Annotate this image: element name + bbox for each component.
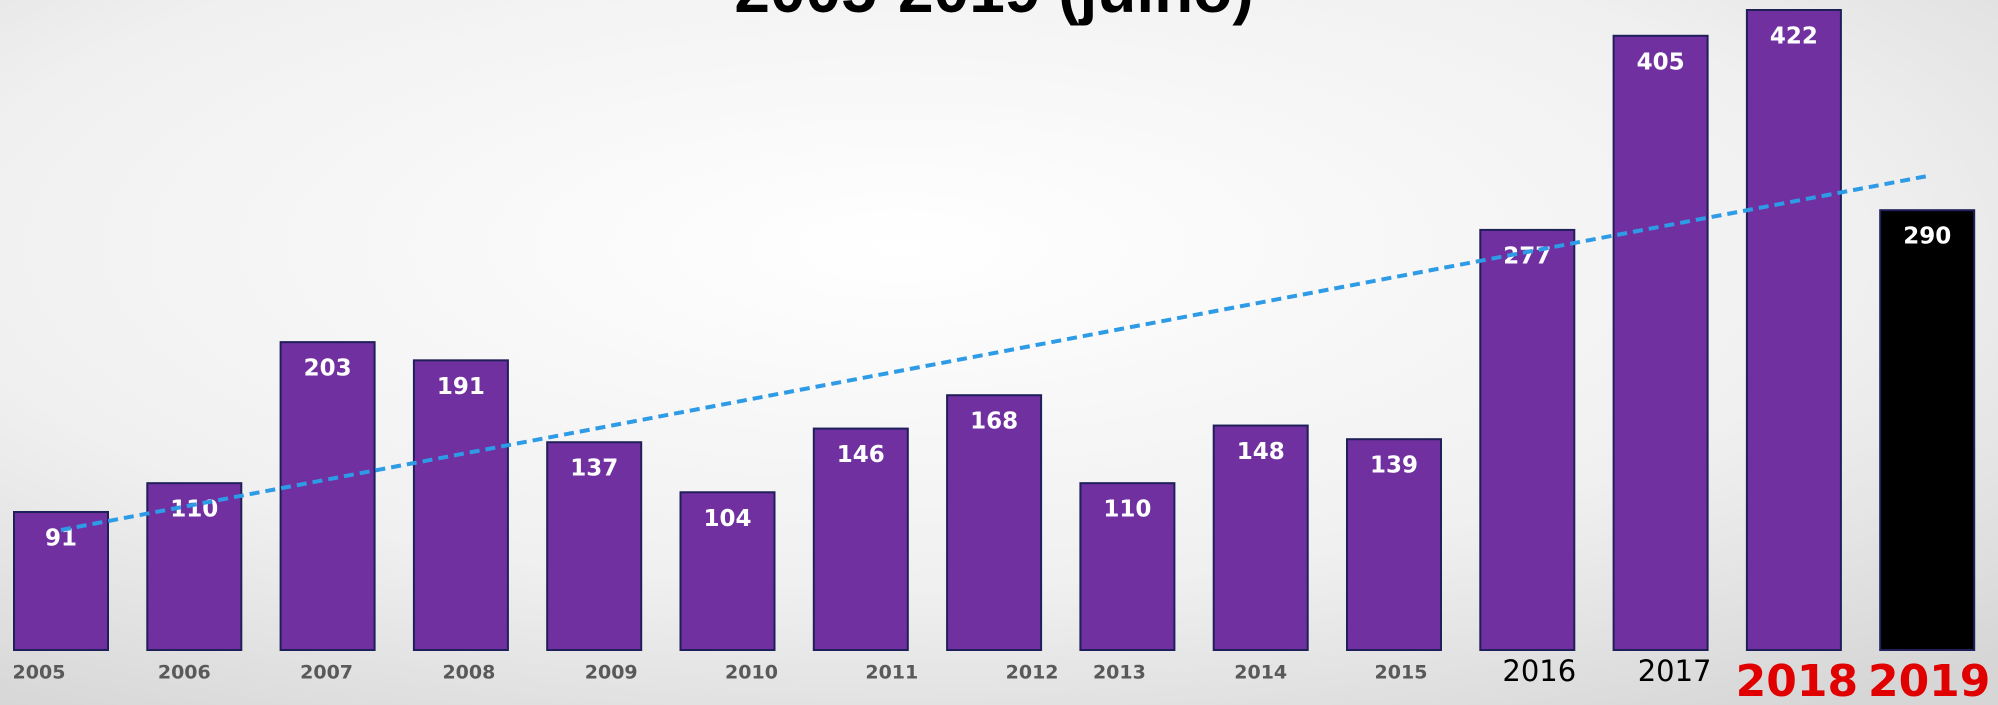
bar <box>1479 228 1576 651</box>
x-tick-label: 2014 <box>1234 662 1287 684</box>
bar <box>1346 438 1442 651</box>
chart-title: 2005-2019 (julho) <box>734 0 1253 26</box>
bar <box>1079 482 1176 651</box>
x-tick-label: 2009 <box>585 662 638 684</box>
x-tick-label: 2007 <box>300 662 353 684</box>
value-label: 168 <box>970 409 1018 435</box>
bar <box>946 394 1043 651</box>
x-tick-label: 2012 <box>1006 662 1059 684</box>
value-label: 191 <box>437 374 485 400</box>
value-label: 203 <box>304 356 352 382</box>
bar <box>1612 34 1709 652</box>
value-label: 139 <box>1370 453 1418 479</box>
x-tick-label: 2010 <box>725 662 778 684</box>
x-tick-label: 2019 <box>1868 656 1990 705</box>
value-label: 405 <box>1637 49 1685 75</box>
bar <box>412 359 509 651</box>
x-tick-label: 2016 <box>1502 654 1576 688</box>
trendline <box>60 173 1932 532</box>
bar <box>279 341 376 651</box>
value-label: 146 <box>837 442 885 468</box>
x-tick-label: 2005 <box>13 662 66 684</box>
value-label: 148 <box>1237 439 1285 465</box>
bar <box>1745 9 1842 651</box>
value-label: 104 <box>703 506 751 532</box>
bar <box>546 441 643 651</box>
x-tick-label: 2015 <box>1375 662 1428 684</box>
value-label: 290 <box>1903 224 1951 250</box>
bar <box>812 427 909 651</box>
bar <box>1212 424 1309 651</box>
bar <box>13 510 109 651</box>
x-tick-label: 2008 <box>442 662 495 684</box>
bar <box>146 482 243 651</box>
value-label: 110 <box>1103 497 1151 523</box>
x-tick-label: 2018 <box>1736 656 1858 705</box>
value-label: 137 <box>570 456 618 482</box>
x-tick-label: 2013 <box>1093 662 1146 684</box>
x-tick-label: 2011 <box>865 662 918 684</box>
bar <box>1879 209 1976 651</box>
bar <box>679 491 776 651</box>
x-tick-label: 2006 <box>158 662 211 684</box>
x-tick-label: 2017 <box>1638 654 1712 688</box>
value-label: 422 <box>1770 24 1818 50</box>
